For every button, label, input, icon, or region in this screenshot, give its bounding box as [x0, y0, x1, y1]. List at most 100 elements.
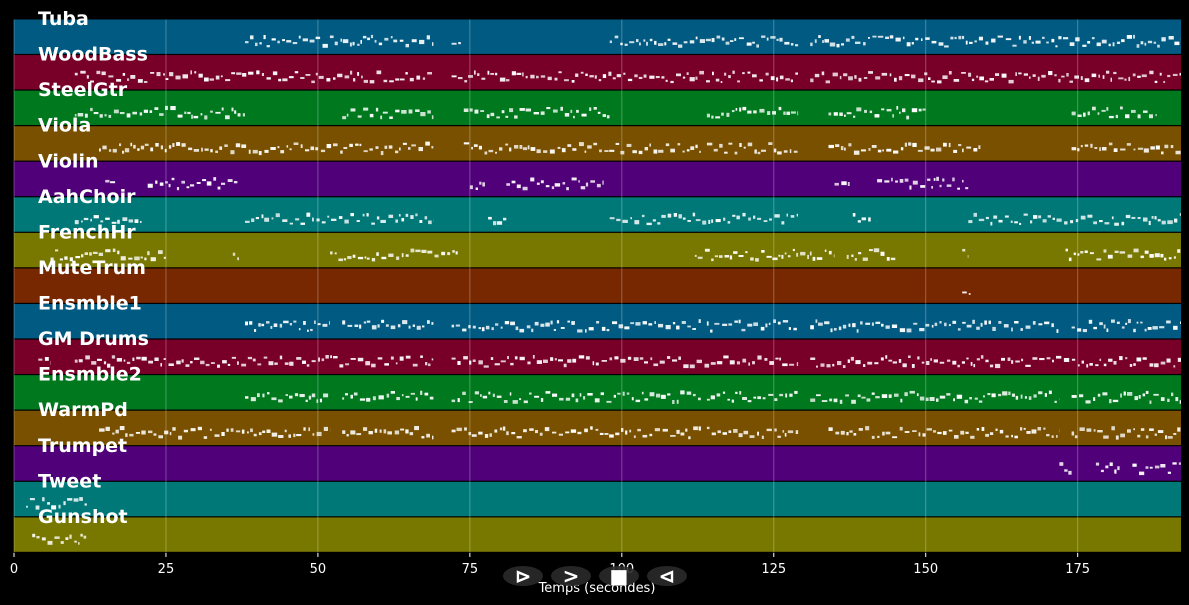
track-label: Ensmble1 — [38, 293, 142, 315]
x-tick-label: 25 — [158, 562, 175, 577]
note-segment — [342, 390, 434, 402]
play-outline-icon: ⊳ — [515, 564, 532, 588]
note-segment — [962, 248, 969, 258]
note-segment — [834, 181, 850, 186]
note-segment — [74, 355, 434, 368]
note-segment — [99, 141, 434, 156]
note-segment — [451, 426, 701, 440]
note-segment — [706, 106, 799, 119]
note-segment — [451, 390, 701, 404]
note-segment — [342, 107, 434, 120]
track-lanes — [14, 19, 1181, 552]
note-segment — [99, 426, 331, 440]
note-segment — [463, 142, 701, 155]
x-tick-label: 0 — [10, 562, 18, 577]
note-segment — [1071, 142, 1181, 155]
note-segment — [38, 357, 51, 365]
track-label: Tuba — [38, 8, 89, 30]
note-segment — [810, 390, 1060, 404]
track-lane-aahchoir — [14, 197, 1181, 232]
note-segment — [506, 177, 604, 191]
track-lane-gunshot — [14, 517, 1181, 552]
stop-icon: ■ — [610, 564, 629, 588]
note-segment — [828, 106, 926, 120]
note-segment — [147, 177, 238, 191]
forward-icon: > — [563, 564, 580, 588]
track-label: Ensmble2 — [38, 364, 142, 386]
note-segment — [26, 497, 87, 510]
note-segment — [706, 142, 798, 155]
track-label: WarmPd — [38, 399, 128, 421]
track-label: Tweet — [38, 470, 101, 492]
track-lane-tuba — [14, 19, 1181, 54]
note-segment — [828, 142, 981, 155]
note-segment — [451, 42, 461, 45]
note-segment — [1095, 462, 1120, 474]
track-lane-tweet — [14, 481, 1181, 517]
note-segment — [962, 291, 971, 295]
note-marks — [26, 34, 1181, 545]
note-segment — [706, 390, 798, 403]
note-segment — [50, 248, 166, 262]
track-lane-trumpet — [14, 446, 1181, 481]
note-segment — [232, 252, 239, 261]
track-label: AahChoir — [38, 186, 136, 208]
note-segment — [245, 34, 434, 48]
note-segment — [810, 319, 1059, 333]
track-labels: Tuba WoodBass SteelGtr Viola Violin AahChoir F… — [38, 8, 149, 528]
note-segment — [852, 213, 871, 223]
note-segment — [451, 70, 798, 84]
x-tick-label: 125 — [761, 562, 786, 577]
note-segment — [32, 533, 87, 545]
track-label: FrenchHr — [38, 221, 136, 243]
note-segment — [451, 319, 701, 333]
track-label: WoodBass — [38, 44, 148, 66]
x-tick-label: 50 — [310, 562, 327, 577]
x-tick-label: 175 — [1065, 562, 1090, 577]
note-segment — [810, 70, 1181, 84]
note-segment — [609, 35, 799, 48]
note-segment — [463, 106, 610, 119]
track-lane-woodbass — [14, 55, 1181, 90]
play-outline-button[interactable]: ⊳ — [503, 564, 543, 588]
note-segment — [609, 212, 798, 226]
playback-controls[interactable]: ⊳ > ■ ⊲ — [503, 564, 687, 588]
track-label: MuteTrum — [38, 257, 146, 279]
note-segment — [342, 426, 434, 440]
note-segment — [706, 319, 797, 333]
note-segment — [488, 216, 507, 226]
track-lane-mutetrum — [14, 268, 1181, 303]
rewind-button[interactable]: ⊲ — [647, 564, 687, 588]
x-axis-title: Temps (secondes) — [538, 581, 656, 596]
track-label: Gunshot — [38, 506, 128, 528]
note-segment — [74, 105, 245, 120]
note-segment — [1065, 248, 1181, 262]
note-segment — [245, 212, 434, 225]
note-segment — [245, 320, 330, 332]
note-segment — [828, 426, 1060, 439]
note-segment — [342, 319, 434, 330]
note-segment — [451, 355, 799, 369]
track-lane-warmpd — [14, 410, 1181, 446]
track-lane-steelgtr — [14, 90, 1181, 125]
x-axis: 0255075100125150175 — [10, 553, 1090, 577]
note-segment — [810, 355, 1181, 369]
note-segment — [245, 392, 329, 403]
note-segment — [74, 70, 432, 84]
forward-button[interactable]: > — [551, 564, 591, 588]
stop-button[interactable]: ■ — [599, 564, 639, 588]
note-segment — [330, 248, 458, 262]
note-segment — [706, 426, 799, 439]
track-label: Viola — [38, 115, 91, 137]
track-lane-viola — [14, 126, 1181, 161]
note-segment — [1059, 462, 1072, 475]
track-label: GM Drums — [38, 328, 149, 350]
note-segment — [968, 212, 1181, 226]
note-segment — [846, 248, 896, 261]
note-segment — [877, 176, 969, 190]
note-segment — [74, 215, 142, 225]
track-label: Violin — [38, 150, 99, 172]
track-label: SteelGtr — [38, 79, 128, 101]
note-segment — [1071, 426, 1181, 440]
note-segment — [810, 34, 1181, 48]
